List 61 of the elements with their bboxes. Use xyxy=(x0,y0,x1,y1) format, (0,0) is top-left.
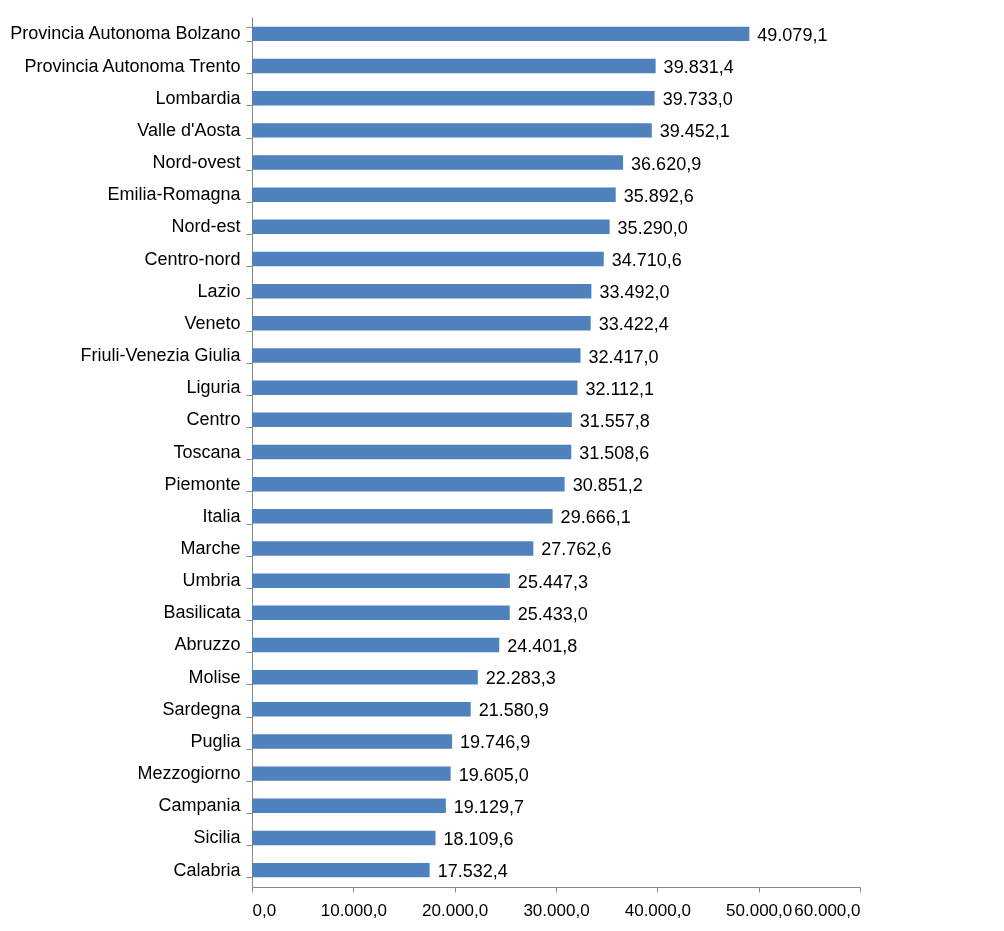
y-tick-label: Friuli-Venezia Giulia xyxy=(80,345,242,366)
data-label: 21.580,9 xyxy=(478,700,549,721)
y-tick-label: Marche xyxy=(180,537,241,558)
data-label: 32.417,0 xyxy=(588,346,659,367)
data-label: 19.746,9 xyxy=(460,732,531,753)
y-tick-label: Campania xyxy=(158,795,242,816)
data-label: 30.851,2 xyxy=(572,475,643,496)
data-label: 31.557,8 xyxy=(579,410,650,431)
x-tick-label: 50.000,0 xyxy=(726,900,793,920)
data-label: 31.508,6 xyxy=(579,443,650,463)
y-tick-label: Umbria xyxy=(182,570,242,591)
y-tick-label: Lazio xyxy=(197,280,241,301)
data-label: 25.447,3 xyxy=(517,571,588,592)
y-tick-label: Abruzzo xyxy=(174,634,241,655)
data-label: 35.892,6 xyxy=(623,185,694,206)
y-tick-label: Toscana xyxy=(173,441,242,462)
y-tick-label: Nord-est xyxy=(171,216,241,237)
x-tick-label: 10.000,0 xyxy=(320,900,387,920)
y-tick-label: Provincia Autonoma Trento xyxy=(24,55,241,76)
y-tick-label: Emilia-Romagna xyxy=(107,184,242,205)
data-label: 27.762,6 xyxy=(541,539,612,560)
y-tick-label: Nord-ovest xyxy=(152,152,241,173)
data-label: 22.283,3 xyxy=(485,668,556,689)
y-tick-label: Liguria xyxy=(186,377,242,398)
y-tick-label: Centro xyxy=(186,409,241,430)
data-label: 18.109,6 xyxy=(443,828,514,849)
data-label: 35.290,0 xyxy=(617,217,688,238)
data-label: 39.733,0 xyxy=(662,89,733,110)
y-tick-label: Piemonte xyxy=(164,473,241,494)
y-tick-label: Basilicata xyxy=(163,602,242,623)
data-label: 36.620,9 xyxy=(631,153,702,174)
y-tick-label: Sicilia xyxy=(193,827,242,848)
data-label: 34.710,6 xyxy=(611,250,682,271)
y-tick-label: Lombardia xyxy=(155,87,242,108)
data-label: 33.492,0 xyxy=(599,282,670,303)
y-tick-label: Veneto xyxy=(184,312,241,333)
data-label: 39.831,4 xyxy=(663,57,734,78)
y-tick-label: Puglia xyxy=(190,730,242,751)
y-tick-label: Sardegna xyxy=(162,698,242,719)
data-label: 29.666,1 xyxy=(560,507,631,528)
x-tick-label: 20.000,0 xyxy=(422,900,489,920)
y-tick-label: Calabria xyxy=(173,859,242,880)
data-label: 33.422,4 xyxy=(598,314,669,335)
y-tick-label: Mezzogiorno xyxy=(137,763,241,784)
y-tick-label: Centro-nord xyxy=(144,248,241,269)
data-label: 25.433,0 xyxy=(517,603,588,624)
x-tick-label: 60.000,0 xyxy=(794,900,861,920)
data-label: 39.452,1 xyxy=(659,121,730,142)
x-tick-label: 30.000,0 xyxy=(523,900,590,920)
x-tick-label: 40.000,0 xyxy=(624,900,691,920)
y-tick-label: Italia xyxy=(202,505,242,526)
data-label: 17.532,4 xyxy=(437,861,508,882)
x-tick-label: 0,0 xyxy=(252,900,277,920)
y-tick-label: Molise xyxy=(188,666,241,687)
y-tick-label: Provincia Autonoma Bolzano xyxy=(10,23,241,44)
y-tick-label: Valle d'Aosta xyxy=(137,119,242,140)
data-label: 24.401,8 xyxy=(507,635,578,656)
data-label: 19.129,7 xyxy=(453,796,524,817)
data-label: 19.605,0 xyxy=(458,764,529,785)
data-label: 49.079,1 xyxy=(757,24,828,45)
data-label: 32.112,1 xyxy=(585,378,655,399)
